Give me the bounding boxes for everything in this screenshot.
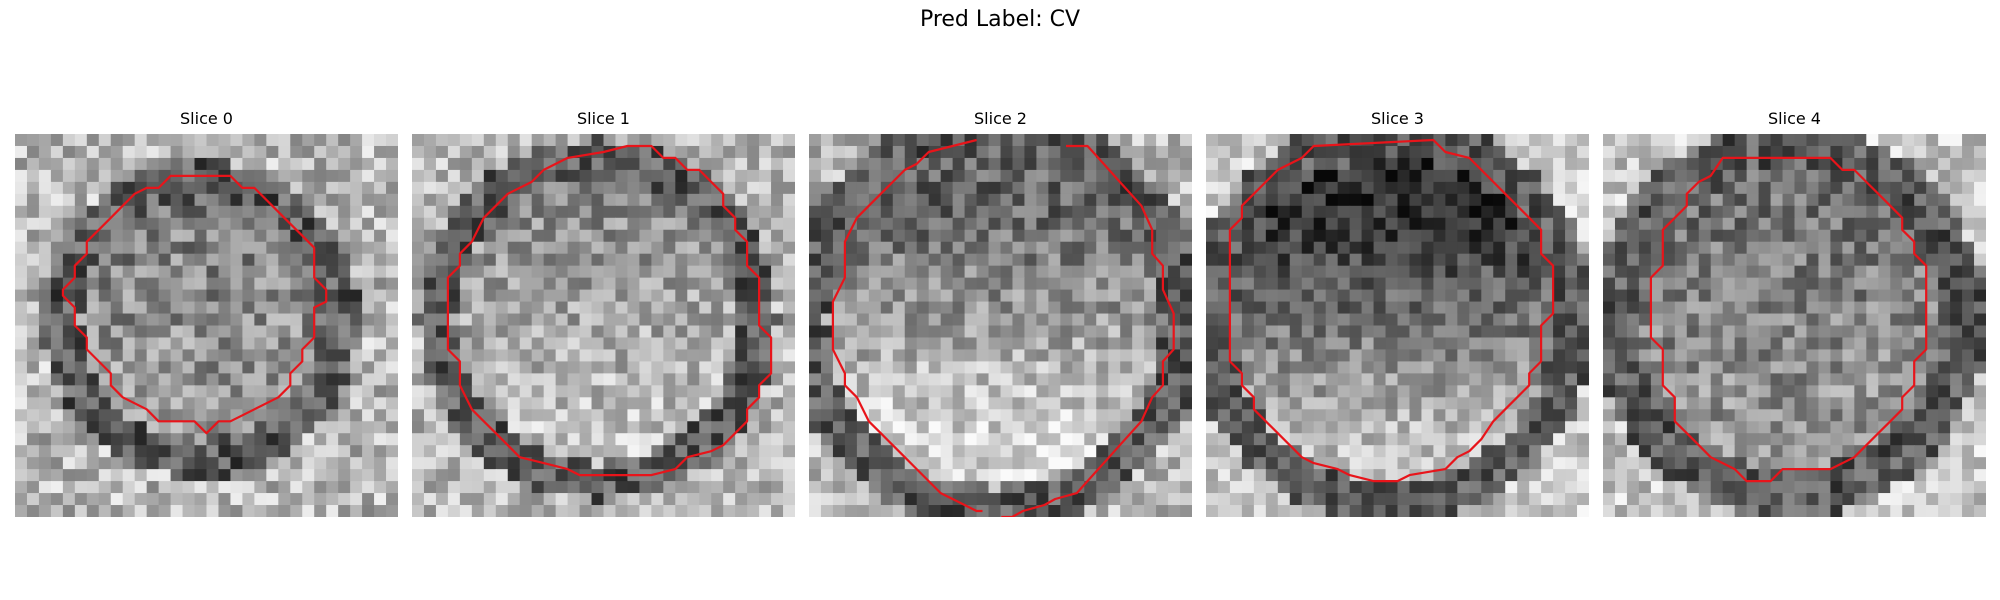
slice-image-4 xyxy=(1603,134,1986,517)
segmentation-contour-2b xyxy=(1001,144,1175,517)
slice-panel-3: Slice 3 xyxy=(1206,110,1589,517)
slice-panel-1: Slice 1 xyxy=(412,110,795,517)
slice-panel-2: Slice 2 xyxy=(809,110,1192,517)
segmentation-contour-2 xyxy=(831,138,983,513)
segmentation-contour-3 xyxy=(1228,138,1555,483)
slice-image-3 xyxy=(1206,134,1589,517)
segmentation-contour-1 xyxy=(446,144,773,477)
slice-image-1 xyxy=(412,134,795,517)
slice-title-0: Slice 0 xyxy=(180,109,233,128)
slice-image-0 xyxy=(15,134,398,517)
segmentation-contour-4 xyxy=(1649,156,1928,483)
figure-title: Pred Label: CV xyxy=(919,7,1081,32)
slice-panel-4: Slice 4 xyxy=(1603,110,1986,517)
slice-title-2: Slice 2 xyxy=(974,109,1027,128)
segmentation-contour-0 xyxy=(61,174,328,435)
slice-panel-0: Slice 0 xyxy=(15,110,398,517)
slice-title-3: Slice 3 xyxy=(1371,109,1424,128)
slice-title-4: Slice 4 xyxy=(1768,109,1821,128)
slice-title-1: Slice 1 xyxy=(577,109,630,128)
slice-image-2 xyxy=(809,134,1192,517)
